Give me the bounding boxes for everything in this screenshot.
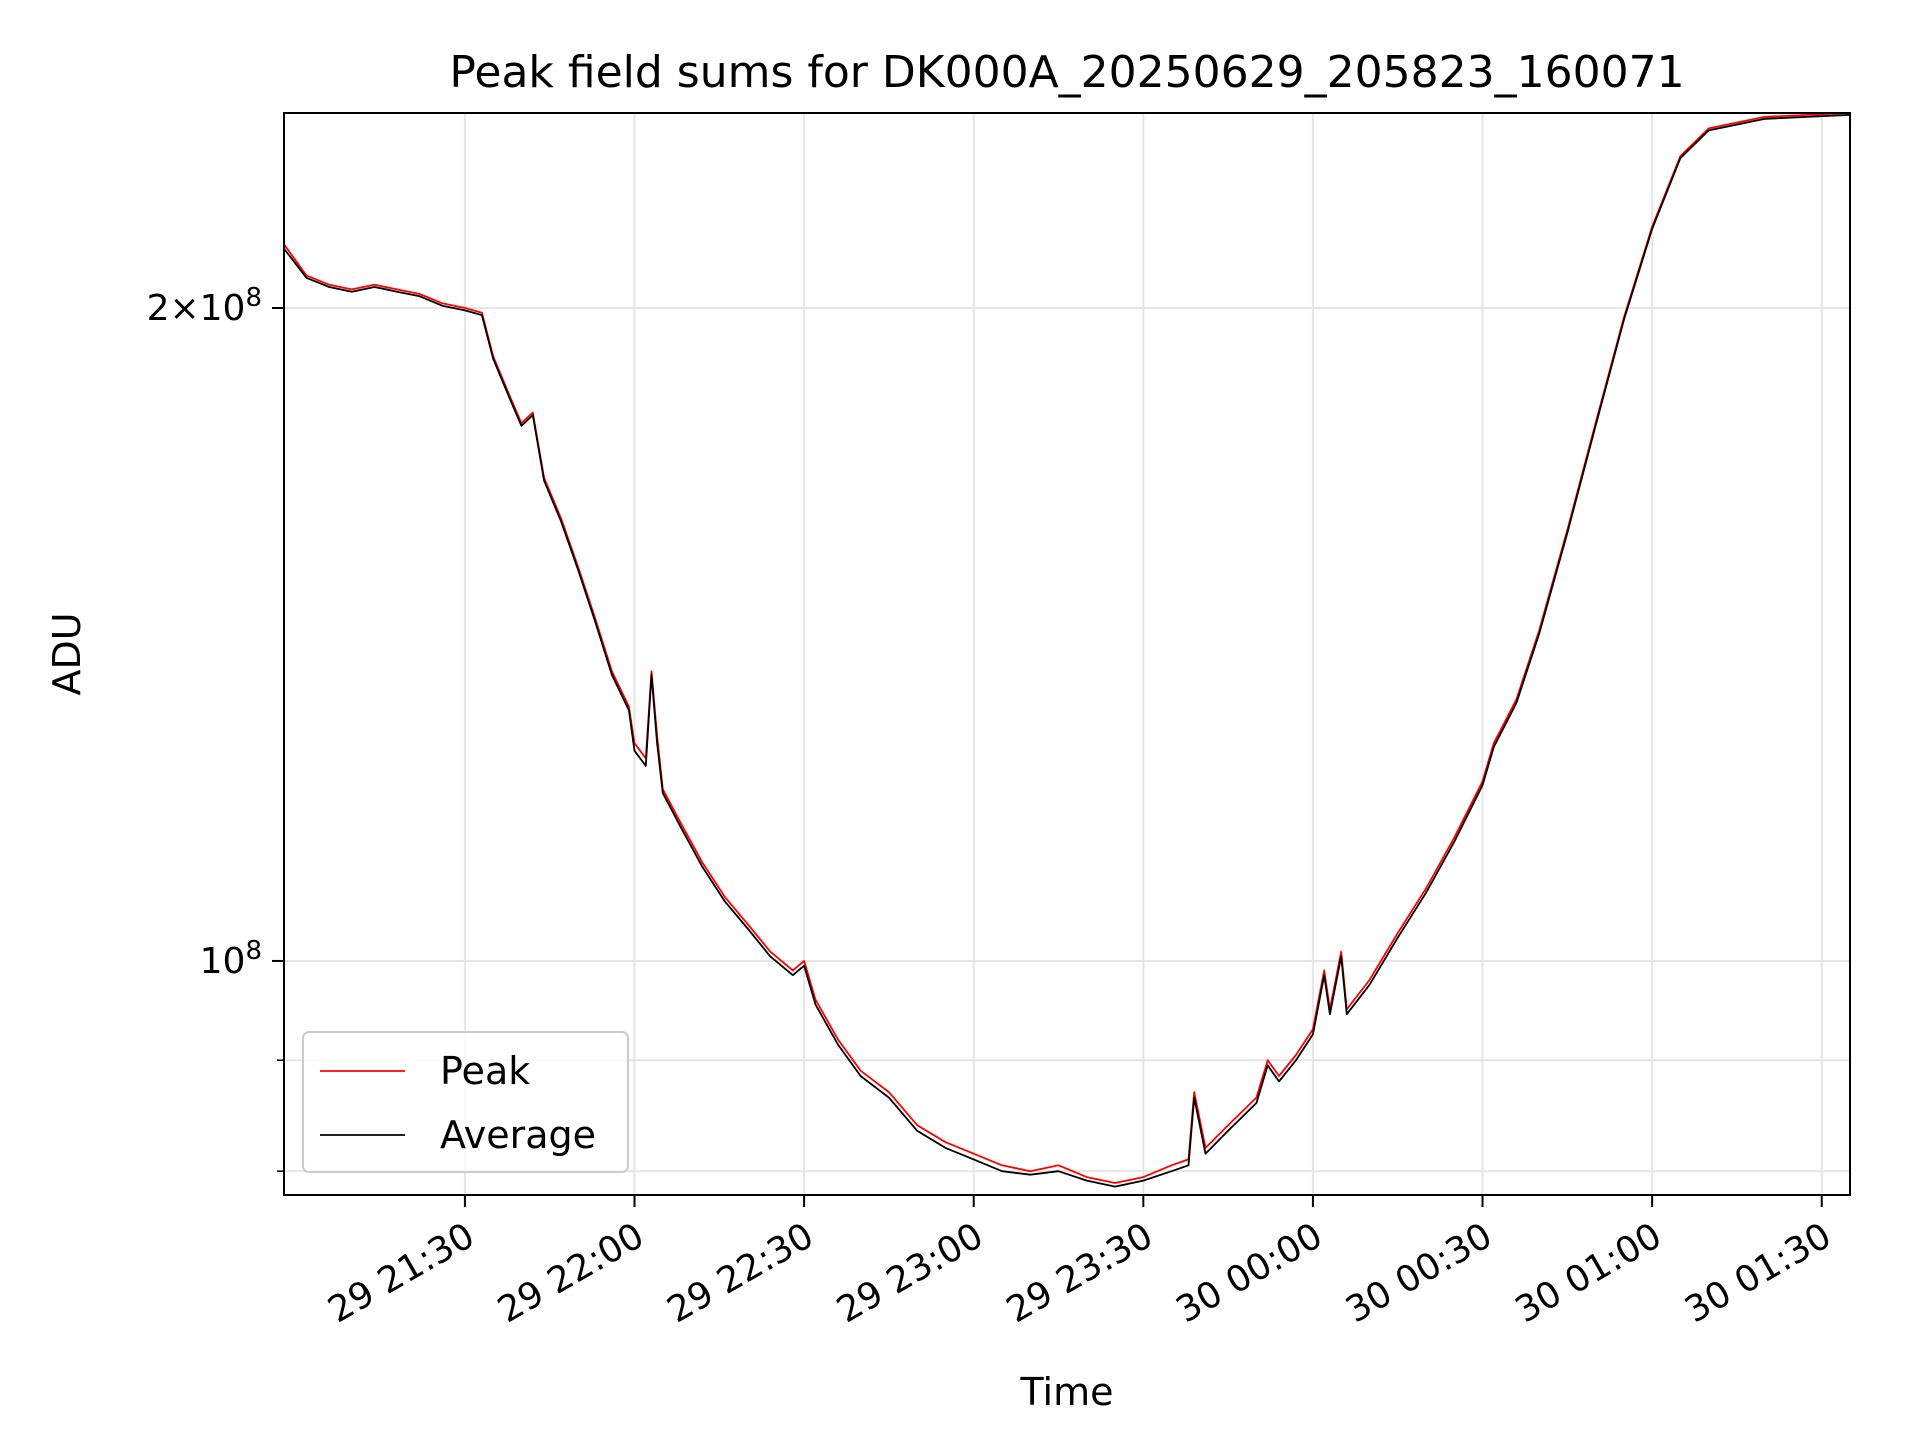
y-tick-coef: 2: [147, 288, 170, 329]
legend-label: Average: [440, 1113, 596, 1157]
y-tick-exp: 8: [245, 936, 262, 966]
y-tick-label: 108: [200, 936, 262, 982]
y-tick-exp: 8: [245, 283, 262, 313]
y-tick-base: 10: [200, 288, 246, 329]
series-line-average: [284, 114, 1850, 1188]
legend-label: Peak: [440, 1049, 530, 1093]
y-tick-base: 10: [200, 941, 246, 982]
x-axis-label: Time: [1020, 1370, 1114, 1414]
y-axis-label: ADU: [45, 612, 89, 695]
plot-frame: [283, 112, 1851, 1196]
plot-lines: [284, 113, 1850, 1188]
chart-title: Peak field sums for DK000A_20250629_2058…: [449, 47, 1684, 98]
legend: Peak Average: [302, 1031, 629, 1173]
legend-box: [302, 1031, 629, 1173]
y-tick-times: ×: [169, 288, 199, 329]
series-line-peak: [284, 113, 1850, 1184]
y-tick-label: 2×108: [147, 283, 262, 329]
grid: [284, 113, 1850, 1195]
